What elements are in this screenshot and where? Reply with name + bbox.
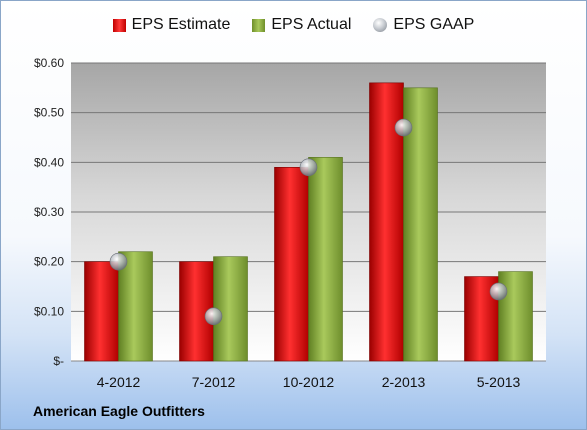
legend-swatch-actual [252,18,266,32]
y-tick-label: $0.50 [34,106,64,120]
legend-swatch-estimate [112,18,126,32]
legend-item-actual: EPS Actual [252,16,351,34]
marker-eps-gaap [299,158,318,177]
bar-eps-estimate [274,167,309,362]
company-label: American Eagle Outfitters [33,403,205,419]
marker-eps-gaap [394,118,413,137]
legend-label-actual: EPS Actual [271,16,352,33]
x-tick-label: 2-2013 [382,374,426,390]
x-tick-label: 7-2012 [192,374,236,390]
y-tick-label: $- [53,354,64,368]
legend-swatch-gaap [373,18,388,32]
marker-eps-gaap [204,307,223,326]
y-tick-label: $0.10 [34,304,64,318]
x-tick-label: 4-2012 [97,374,141,390]
x-tick-label: 5-2013 [477,374,521,390]
y-tick-label: $0.20 [34,255,64,269]
bar-eps-actual [118,251,153,362]
legend: EPS Estimate EPS Actual EPS GAAP [1,16,586,34]
legend-label-gaap: EPS GAAP [393,16,475,33]
y-tick-label: $0.30 [34,205,64,219]
x-tick-label: 10-2012 [283,374,335,390]
marker-eps-gaap [489,282,508,301]
bar-eps-actual [213,256,248,362]
y-tick-label: $0.60 [34,56,64,70]
bar-eps-estimate [84,261,119,362]
bar-eps-actual [308,157,343,362]
marker-eps-gaap [109,252,128,271]
legend-item-estimate: EPS Estimate [112,16,231,34]
legend-item-gaap: EPS GAAP [373,16,474,34]
legend-label-estimate: EPS Estimate [131,16,231,33]
y-tick-label: $0.40 [34,155,64,169]
